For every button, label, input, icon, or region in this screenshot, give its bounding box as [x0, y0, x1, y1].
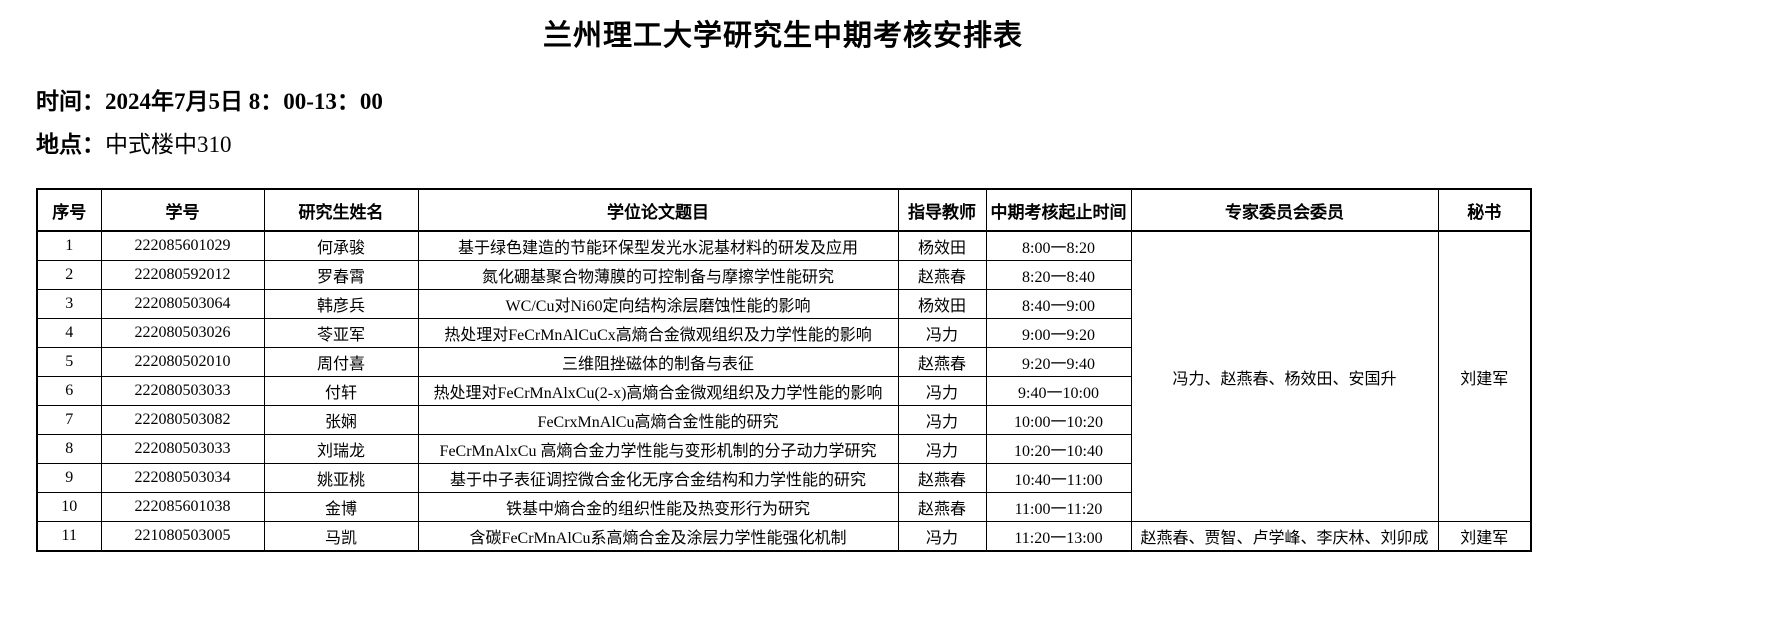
table-row: 6 222080503033 付轩 热处理对FeCrMnAlxCu(2-x)高熵… [36, 376, 1531, 406]
cell-seq: 6 [36, 376, 102, 406]
meta-time-line: 时间：2024年7月5日 8：00-13：00 [36, 90, 1530, 113]
cell-time: 9:40一10:00 [985, 376, 1132, 406]
cell-name: 金博 [263, 492, 419, 522]
cell-committee: 赵燕春、贾智、卢学峰、李庆林、刘卯成 [1130, 521, 1439, 552]
cell-student-id: 222080592012 [100, 260, 265, 290]
cell-time: 8:20一8:40 [985, 260, 1132, 290]
cell-name: 刘瑞龙 [263, 434, 419, 464]
cell-student-id: 222080503034 [100, 463, 265, 493]
cell-seq: 10 [36, 492, 102, 522]
cell-seq: 4 [36, 318, 102, 348]
cell-committee-merged: 冯力、赵燕春、杨效田、安国升 [1130, 230, 1439, 522]
cell-thesis: 热处理对FeCrMnAlCuCx高熵合金微观组织及力学性能的影响 [417, 318, 899, 348]
cell-advisor: 杨效田 [897, 289, 987, 319]
cell-advisor: 赵燕春 [897, 463, 987, 493]
cell-seq: 1 [36, 230, 102, 261]
table-row: 5 222080502010 周付喜 三维阻挫磁体的制备与表征 赵燕春 9:20… [36, 347, 1531, 377]
table-row: 3 222080503064 韩彦兵 WC/Cu对Ni60定向结构涂层磨蚀性能的… [36, 289, 1531, 319]
meta-location-line: 地点：中式楼中310 [36, 133, 1530, 156]
header-time: 中期考核起止时间 [985, 188, 1132, 232]
cell-student-id: 222080503033 [100, 434, 265, 464]
time-label: 时间： [36, 89, 105, 114]
cell-thesis: 氮化硼基聚合物薄膜的可控制备与摩擦学性能研究 [417, 260, 899, 290]
assessment-schedule-table: 序号 学号 研究生姓名 学位论文题目 指导教师 中期考核起止时间 专家委员会委员… [36, 188, 1532, 552]
cell-advisor: 冯力 [897, 434, 987, 464]
table-header-row: 序号 学号 研究生姓名 学位论文题目 指导教师 中期考核起止时间 专家委员会委员… [36, 188, 1532, 232]
cell-student-id: 222080503033 [100, 376, 265, 406]
time-value: 2024年7月5日 8：00-13：00 [105, 89, 383, 114]
cell-time: 11:20一13:00 [985, 521, 1132, 552]
cell-student-id: 222080503082 [100, 405, 265, 435]
cell-advisor: 赵燕春 [897, 260, 987, 290]
cell-name: 苓亚军 [263, 318, 419, 348]
cell-thesis: 铁基中熵合金的组织性能及热变形行为研究 [417, 492, 899, 522]
cell-time: 10:20一10:40 [985, 434, 1132, 464]
header-student-id: 学号 [100, 188, 265, 232]
cell-seq: 7 [36, 405, 102, 435]
cell-time: 10:40一11:00 [985, 463, 1132, 493]
cell-seq: 5 [36, 347, 102, 377]
cell-thesis: 三维阻挫磁体的制备与表征 [417, 347, 899, 377]
cell-student-id: 222080503026 [100, 318, 265, 348]
cell-name: 张娴 [263, 405, 419, 435]
cell-student-id: 222080502010 [100, 347, 265, 377]
cell-time: 9:20一9:40 [985, 347, 1132, 377]
cell-name: 付轩 [263, 376, 419, 406]
cell-advisor: 冯力 [897, 405, 987, 435]
cell-advisor: 赵燕春 [897, 347, 987, 377]
header-thesis: 学位论文题目 [417, 188, 899, 232]
cell-advisor: 冯力 [897, 318, 987, 348]
cell-seq: 8 [36, 434, 102, 464]
cell-thesis: 基于绿色建造的节能环保型发光水泥基材料的研发及应用 [417, 230, 899, 261]
cell-thesis: 基于中子表征调控微合金化无序合金结构和力学性能的研究 [417, 463, 899, 493]
cell-name: 周付喜 [263, 347, 419, 377]
cell-name: 马凯 [263, 521, 419, 552]
cell-thesis: FeCrMnAlxCu 高熵合金力学性能与变形机制的分子动力学研究 [417, 434, 899, 464]
cell-thesis: 含碳FeCrMnAlCu系高熵合金及涂层力学性能强化机制 [417, 521, 899, 552]
location-label: 地点： [36, 132, 105, 157]
cell-name: 何承骏 [263, 230, 419, 261]
cell-advisor: 赵燕春 [897, 492, 987, 522]
cell-time: 9:00一9:20 [985, 318, 1132, 348]
cell-time: 8:40一9:00 [985, 289, 1132, 319]
cell-seq: 3 [36, 289, 102, 319]
cell-student-id: 222085601038 [100, 492, 265, 522]
table-row: 10 222085601038 金博 铁基中熵合金的组织性能及热变形行为研究 赵… [36, 492, 1531, 522]
cell-advisor: 杨效田 [897, 230, 987, 261]
cell-name: 罗春霄 [263, 260, 419, 290]
cell-thesis: 热处理对FeCrMnAlxCu(2-x)高熵合金微观组织及力学性能的影响 [417, 376, 899, 406]
table-row: 4 222080503026 苓亚军 热处理对FeCrMnAlCuCx高熵合金微… [36, 318, 1531, 348]
table-row: 11 221080503005 马凯 含碳FeCrMnAlCu系高熵合金及涂层力… [36, 521, 1532, 552]
header-secretary: 秘书 [1437, 188, 1532, 232]
cell-advisor: 冯力 [897, 521, 987, 552]
header-seq: 序号 [36, 188, 102, 232]
header-advisor: 指导教师 [897, 188, 987, 232]
cell-name: 姚亚桃 [263, 463, 419, 493]
document-content: 兰州理工大学研究生中期考核安排表 时间：2024年7月5日 8：00-13：00… [36, 0, 1532, 552]
cell-name: 韩彦兵 [263, 289, 419, 319]
cell-time: 8:00一8:20 [985, 230, 1132, 261]
cell-advisor: 冯力 [897, 376, 987, 406]
cell-time: 10:00一10:20 [985, 405, 1132, 435]
cell-student-id: 221080503005 [100, 521, 265, 552]
page-title: 兰州理工大学研究生中期考核安排表 [542, 20, 1023, 52]
cell-student-id: 222080503064 [100, 289, 265, 319]
cell-seq: 2 [36, 260, 102, 290]
header-committee: 专家委员会委员 [1130, 188, 1439, 232]
table-row: 9 222080503034 姚亚桃 基于中子表征调控微合金化无序合金结构和力学… [36, 463, 1531, 493]
header-name: 研究生姓名 [263, 188, 419, 232]
cell-thesis: FeCrxMnAlCu高熵合金性能的研究 [417, 405, 899, 435]
table-row: 7 222080503082 张娴 FeCrxMnAlCu高熵合金性能的研究 冯… [36, 405, 1531, 435]
cell-seq: 9 [36, 463, 102, 493]
cell-seq: 11 [36, 521, 102, 552]
cell-student-id: 222085601029 [100, 230, 265, 261]
table-row: 1 222085601029 何承骏 基于绿色建造的节能环保型发光水泥基材料的研… [36, 230, 1532, 522]
cell-time: 11:00一11:20 [985, 492, 1132, 522]
cell-secretary: 刘建军 [1437, 521, 1532, 552]
cell-thesis: WC/Cu对Ni60定向结构涂层磨蚀性能的影响 [417, 289, 899, 319]
cell-secretary-merged: 刘建军 [1437, 230, 1532, 522]
location-value: 中式楼中310 [105, 132, 232, 157]
